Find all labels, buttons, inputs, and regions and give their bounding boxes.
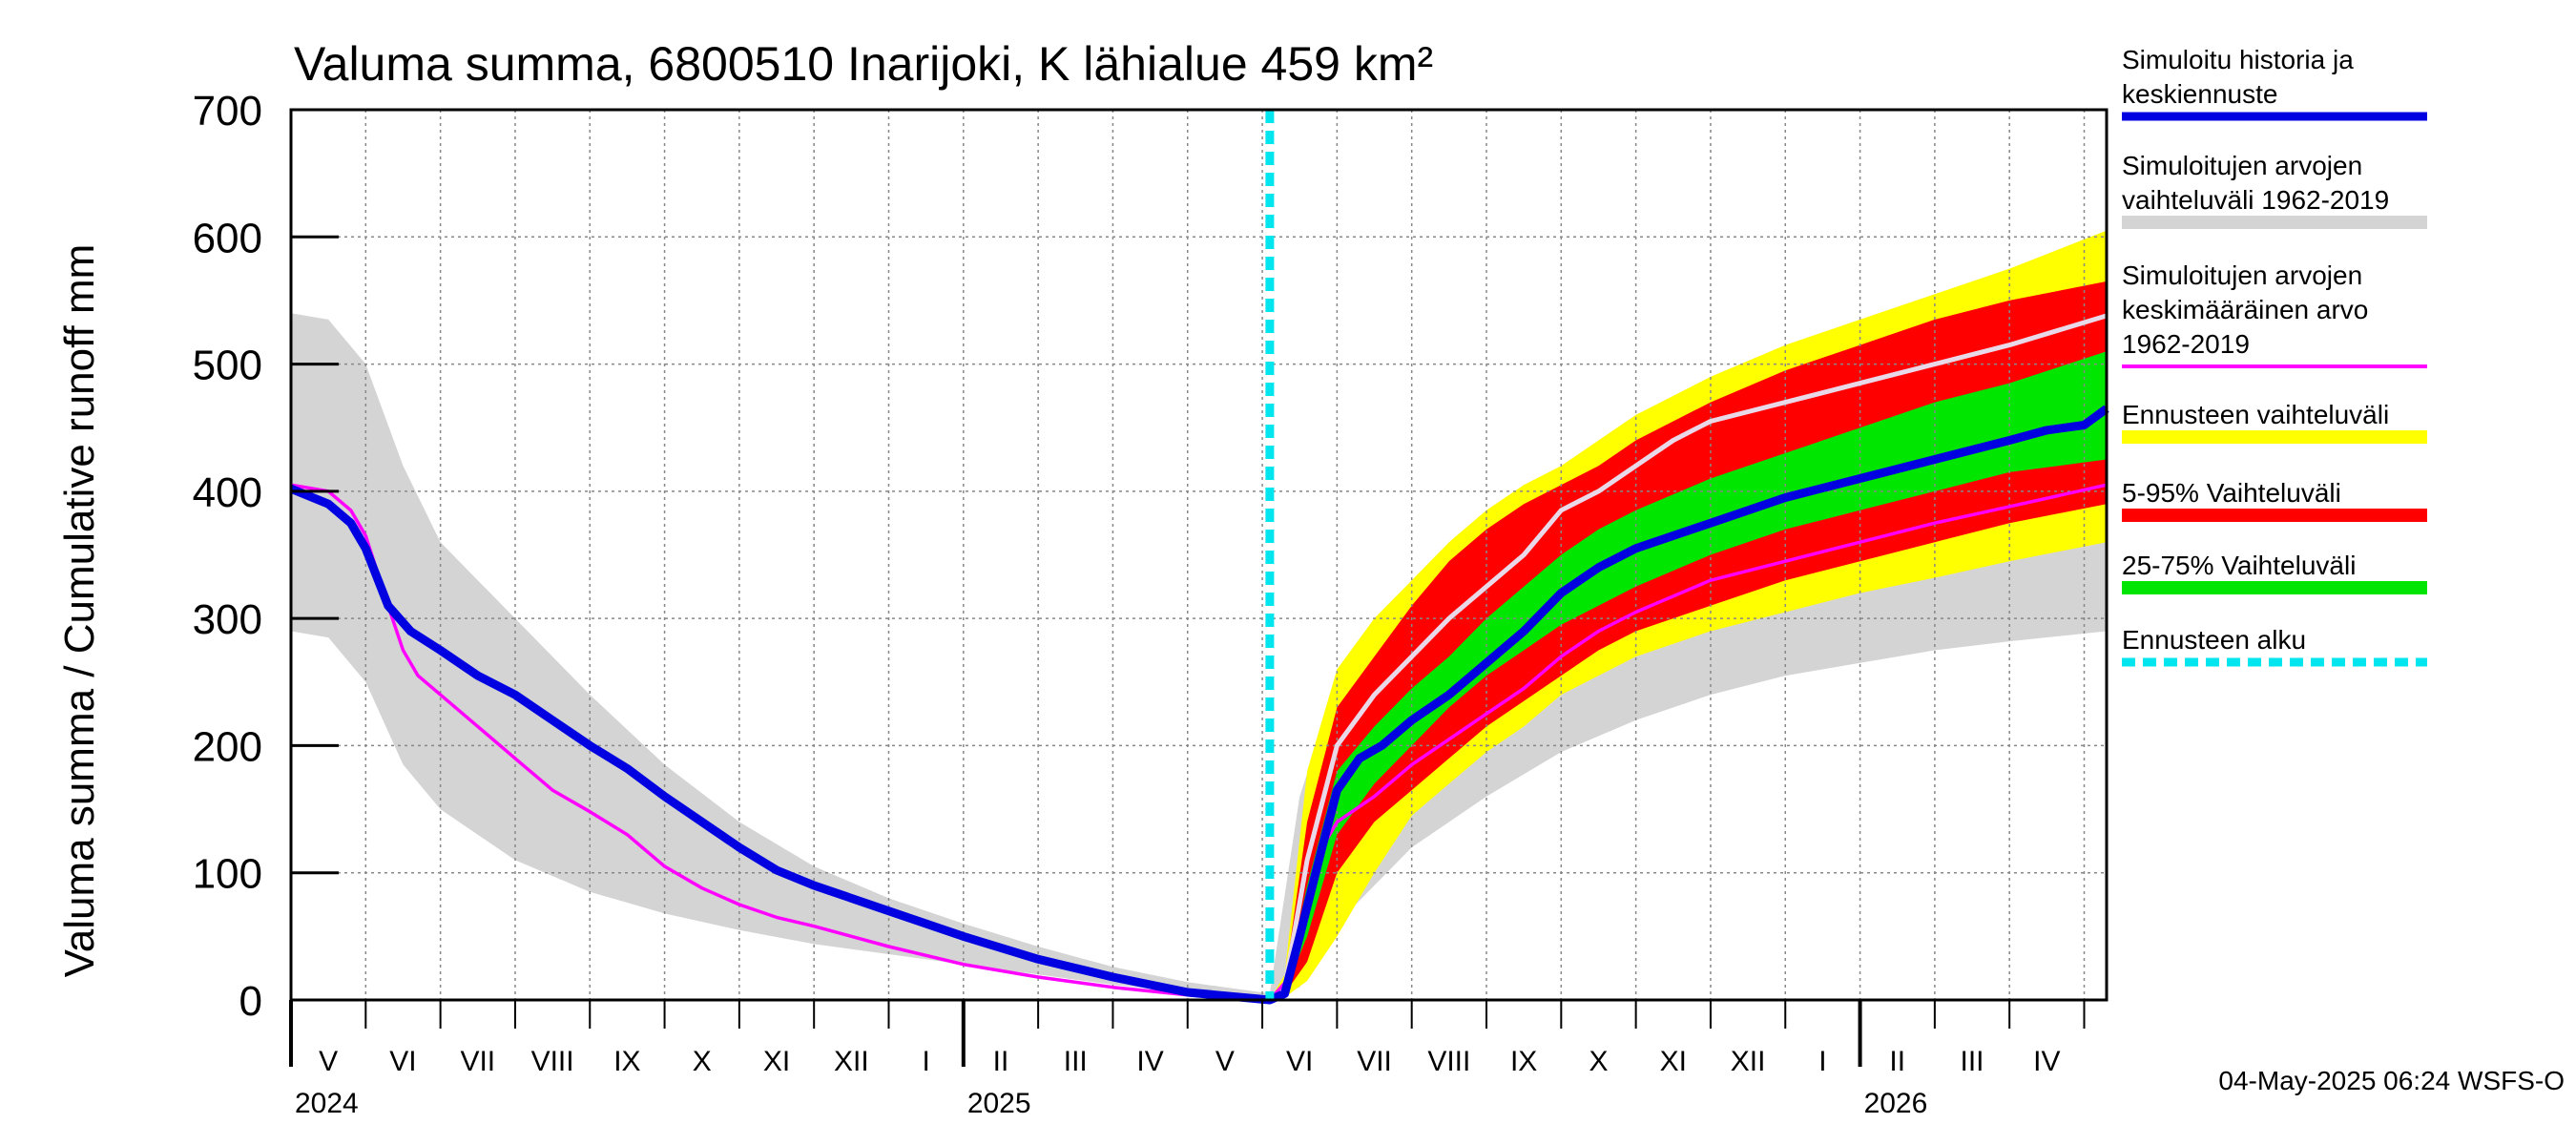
month-label: I — [922, 1046, 929, 1077]
y-tick-label: 700 — [193, 88, 262, 135]
year-label: 2024 — [295, 1088, 359, 1119]
month-label: III — [1064, 1046, 1088, 1077]
simulated-line — [289, 405, 2109, 1005]
month-label: III — [1961, 1046, 1984, 1077]
legend-label: 1962-2019 — [2122, 329, 2250, 359]
legend-label: Simuloitujen arvojen — [2122, 151, 2362, 180]
year-label: 2025 — [967, 1088, 1031, 1119]
month-label: VI — [389, 1046, 416, 1077]
legend-label: keskimääräinen arvo — [2122, 295, 2368, 324]
y-tick-label: 500 — [193, 343, 262, 389]
month-label: II — [993, 1046, 1009, 1077]
month-label: XII — [1731, 1046, 1766, 1077]
year-label: 2026 — [1864, 1088, 1928, 1119]
legend-label: Ennusteen alku — [2122, 625, 2306, 655]
month-label: VII — [460, 1046, 495, 1077]
month-label: V — [1215, 1046, 1235, 1077]
month-label: X — [1589, 1046, 1608, 1077]
y-tick-label: 400 — [193, 469, 262, 516]
chart-title: Valuma summa, 6800510 Inarijoki, K lähia… — [294, 37, 1433, 91]
legend-label: 25-75% Vaihteluväli — [2122, 551, 2356, 580]
month-label: X — [693, 1046, 712, 1077]
month-label: VI — [1286, 1046, 1313, 1077]
month-label: IX — [1510, 1046, 1537, 1077]
month-label: V — [319, 1046, 338, 1077]
month-label: VIII — [1427, 1046, 1470, 1077]
legend-label: keskiennuste — [2122, 79, 2277, 109]
timestamp: 04-May-2025 06:24 WSFS-O — [2218, 1066, 2565, 1095]
month-label: I — [1818, 1046, 1826, 1077]
mean-line — [290, 483, 2108, 1002]
month-label: XI — [1660, 1046, 1687, 1077]
y-axis-label: Valuma summa / Cumulative runoff mm — [56, 244, 103, 978]
y-tick-label: 600 — [193, 215, 262, 261]
y-tick-label: 100 — [193, 851, 262, 898]
legend-label: Simuloitu historia ja — [2122, 45, 2354, 74]
month-label: II — [1889, 1046, 1905, 1077]
legend-label: Simuloitujen arvojen — [2122, 260, 2362, 290]
plot-frame — [289, 108, 2109, 1002]
month-label: IV — [2033, 1046, 2060, 1077]
y-tick-label: 0 — [239, 978, 262, 1025]
series-lines — [289, 313, 2109, 1005]
month-label: IV — [1136, 1046, 1163, 1077]
month-label: XI — [763, 1046, 790, 1077]
legend-label: vaihteluväli 1962-2019 — [2122, 185, 2389, 215]
legend-label: 5-95% Vaihteluväli — [2122, 478, 2341, 508]
grid — [291, 109, 2107, 1000]
month-label: VII — [1357, 1046, 1392, 1077]
legend-label: Ennusteen vaihteluväli — [2122, 400, 2389, 429]
legend: Simuloitu historia ja keskiennuste Simuloi… — [2122, 45, 2427, 667]
range-bands — [291, 230, 2107, 1001]
month-label: VIII — [531, 1046, 574, 1077]
month-label: IX — [613, 1046, 640, 1077]
month-label: XII — [834, 1046, 869, 1077]
median-forecast-line — [1268, 313, 2108, 1002]
p25-p75-band — [1269, 351, 2107, 1000]
y-tick-label: 300 — [193, 596, 262, 643]
y-tick-label: 200 — [193, 723, 262, 770]
